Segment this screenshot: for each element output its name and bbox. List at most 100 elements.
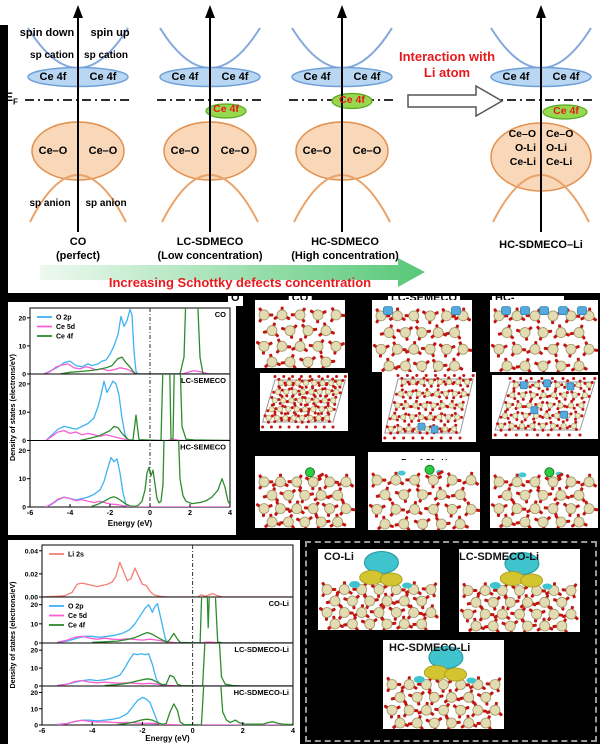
chargedensity-lc-li xyxy=(459,549,580,632)
svg-text:O 2p: O 2p xyxy=(56,315,72,322)
chargedensity-hc-li-svg xyxy=(383,640,504,729)
o-atom-legend-label: O xyxy=(228,296,243,306)
svg-text:Density of states (electrons/e: Density of states (electrons/eV) xyxy=(8,581,17,689)
gap-state-label: Ce 4f xyxy=(339,94,365,106)
chargedensity-co-li xyxy=(318,549,440,630)
svg-text:Ce 5d: Ce 5d xyxy=(56,324,75,331)
sp-cation-label: sp cation xyxy=(84,50,128,61)
svg-text:20: 20 xyxy=(18,315,26,322)
dos-chart-lithiated: 0.00 0.02 0.04 Li 2s 0 10 20 CO-Li O 2p Ce 5d Ce 4… xyxy=(8,540,300,744)
ceo-band-label: Ce–O xyxy=(352,145,382,157)
dos-chart-pristine: 0 10 20 CO O 2p Ce 5d Ce 4f 0 10 20 LC-SEMECO 0 10 20… xyxy=(8,302,236,535)
svg-text:Ce 5d: Ce 5d xyxy=(68,613,87,620)
ce4f-band-label: Ce 4f xyxy=(303,71,331,83)
svg-text:-2: -2 xyxy=(107,508,113,517)
svg-text:Density of states (electrons/e: Density of states (electrons/eV) xyxy=(8,353,17,461)
svg-text:20: 20 xyxy=(18,448,26,455)
svg-text:10: 10 xyxy=(18,343,26,350)
ceo-band-label: Ce–O xyxy=(220,145,250,157)
ce4f-band-label: Ce 4f xyxy=(221,71,249,83)
spin-down-label: spin down xyxy=(19,27,75,39)
structure-lc-side xyxy=(372,300,472,372)
svg-text:HC-SDMECO-Li: HC-SDMECO-Li xyxy=(234,688,289,697)
structure-lc-side-svg xyxy=(372,300,472,372)
structure-co-side-svg xyxy=(255,300,345,368)
band-schematic-panel xyxy=(0,0,600,293)
ceo-band-label: Ce–O xyxy=(88,145,118,157)
svg-text:Li 2s: Li 2s xyxy=(68,552,84,559)
structure-hc-side-svg xyxy=(490,300,598,372)
svg-text:-6: -6 xyxy=(27,508,33,517)
svg-text:-4: -4 xyxy=(67,508,73,517)
svg-text:0.04: 0.04 xyxy=(25,548,38,555)
ceo-band-label: Ce–O xyxy=(302,145,332,157)
fermi-f: F xyxy=(13,97,18,107)
structure-lc-top-svg xyxy=(382,372,476,442)
celi-band-label: Ce-Li Ce-Li xyxy=(505,156,578,169)
svg-text:0: 0 xyxy=(34,684,38,691)
svg-text:10: 10 xyxy=(18,476,26,483)
ce4f-band-label: Ce 4f xyxy=(89,71,117,83)
svg-text:20: 20 xyxy=(30,602,38,609)
oli-right: O-Li xyxy=(546,142,567,154)
svg-text:LC-SEMECO: LC-SEMECO xyxy=(181,376,226,385)
ce4f-band-label: Ce 4f xyxy=(552,71,580,83)
col-caption-co-sub: (perfect) xyxy=(55,250,101,262)
chargedensity-hc-li-label: HC-SDMECO-Li xyxy=(389,642,471,654)
gap-state-label: Ce 4f xyxy=(213,103,239,115)
ceo-left: Ce–O xyxy=(508,128,536,140)
svg-text:0: 0 xyxy=(22,505,26,512)
svg-text:20: 20 xyxy=(18,381,26,388)
svg-text:0: 0 xyxy=(22,438,26,445)
col-caption-hc-sub: (High concentration) xyxy=(291,250,399,262)
svg-text:O 2p: O 2p xyxy=(68,604,84,611)
svg-text:CO: CO xyxy=(215,310,226,319)
chargedensity-lc-li-svg xyxy=(459,549,580,632)
ceo-right: Ce–O xyxy=(546,128,574,140)
svg-text:20: 20 xyxy=(30,690,38,697)
svg-text:2: 2 xyxy=(241,726,245,735)
sp-anion-label: sp anion xyxy=(29,198,71,209)
sp-cation-label: sp cation xyxy=(30,50,74,61)
structure-hc-top xyxy=(492,375,598,439)
charge-density-panel xyxy=(305,541,597,742)
svg-text:0: 0 xyxy=(34,723,38,730)
col-caption-hc: HC-SDMECO xyxy=(311,236,379,248)
ce4f-band-label: Ce 4f xyxy=(171,71,199,83)
svg-text:10: 10 xyxy=(30,621,38,628)
svg-text:4: 4 xyxy=(291,726,295,735)
ce4f-band-label: Ce 4f xyxy=(353,71,381,83)
celi-left: Ce-Li xyxy=(509,156,536,168)
svg-text:20: 20 xyxy=(30,648,38,655)
col-caption-hcli: HC-SDMECO–Li xyxy=(499,239,583,251)
structure-co-top xyxy=(260,373,348,431)
ceo-band-label: Ce–O xyxy=(170,145,200,157)
fermi-e: E xyxy=(5,90,14,104)
ce4f-band-label: Ce 4f xyxy=(39,71,67,83)
structure-hc-li-adsorption xyxy=(490,456,598,528)
structure-hc-top-svg xyxy=(492,375,598,439)
structure-lc-li-adsorption-svg xyxy=(368,452,480,530)
svg-text:LC-SDMECO-Li: LC-SDMECO-Li xyxy=(234,645,289,654)
schottky-arrow-caption: Increasing Schottky defects concentratio… xyxy=(108,275,372,290)
structure-hc-li-adsorption-svg xyxy=(490,456,598,528)
svg-text:Energy (eV): Energy (eV) xyxy=(108,519,153,528)
svg-text:0.02: 0.02 xyxy=(25,571,38,578)
svg-text:0.00: 0.00 xyxy=(25,595,38,602)
sp-anion-label: sp anion xyxy=(85,198,127,209)
svg-text:Ce 4f: Ce 4f xyxy=(68,623,86,630)
chargedensity-co-li-label: CO-Li xyxy=(324,551,354,563)
svg-text:-4: -4 xyxy=(89,726,95,735)
gap-state-label: Ce 4f xyxy=(553,105,579,117)
oli-left: O-Li xyxy=(515,142,536,154)
svg-text:10: 10 xyxy=(30,706,38,713)
svg-text:10: 10 xyxy=(18,410,26,417)
structure-lc-top xyxy=(382,372,476,442)
svg-text:2: 2 xyxy=(188,508,192,517)
ceo-band-label: Ce–O Ce–O xyxy=(504,128,579,141)
col-caption-co: CO xyxy=(69,236,87,248)
structure-co-side xyxy=(255,300,345,368)
